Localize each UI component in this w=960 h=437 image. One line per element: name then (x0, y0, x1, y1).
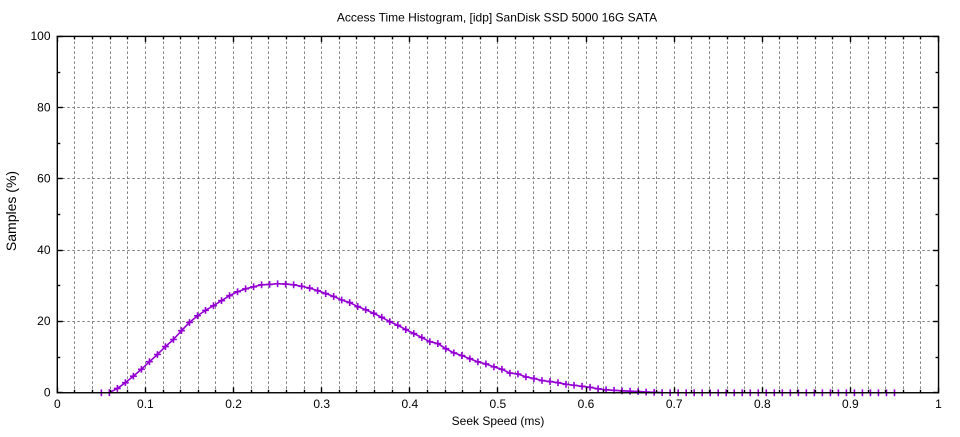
svg-text:0: 0 (54, 397, 61, 411)
svg-text:0.1: 0.1 (137, 397, 154, 411)
svg-text:0.8: 0.8 (754, 397, 771, 411)
svg-text:80: 80 (37, 100, 51, 114)
svg-text:Seek Speed (ms): Seek Speed (ms) (452, 414, 545, 428)
svg-text:Samples (%): Samples (%) (3, 171, 19, 251)
svg-text:0.4: 0.4 (401, 397, 418, 411)
svg-text:0.7: 0.7 (666, 397, 683, 411)
svg-text:0: 0 (44, 386, 51, 400)
svg-text:1: 1 (935, 397, 942, 411)
svg-text:20: 20 (37, 314, 51, 328)
svg-text:0.6: 0.6 (578, 397, 595, 411)
svg-text:100: 100 (30, 29, 50, 43)
svg-text:0.2: 0.2 (225, 397, 242, 411)
svg-text:0.5: 0.5 (490, 397, 507, 411)
svg-text:0.3: 0.3 (313, 397, 330, 411)
svg-text:60: 60 (37, 172, 51, 186)
svg-text:0.9: 0.9 (842, 397, 859, 411)
svg-text:40: 40 (37, 243, 51, 257)
svg-text:Access Time Histogram, [idp] S: Access Time Histogram, [idp] SanDisk SSD… (337, 10, 657, 24)
